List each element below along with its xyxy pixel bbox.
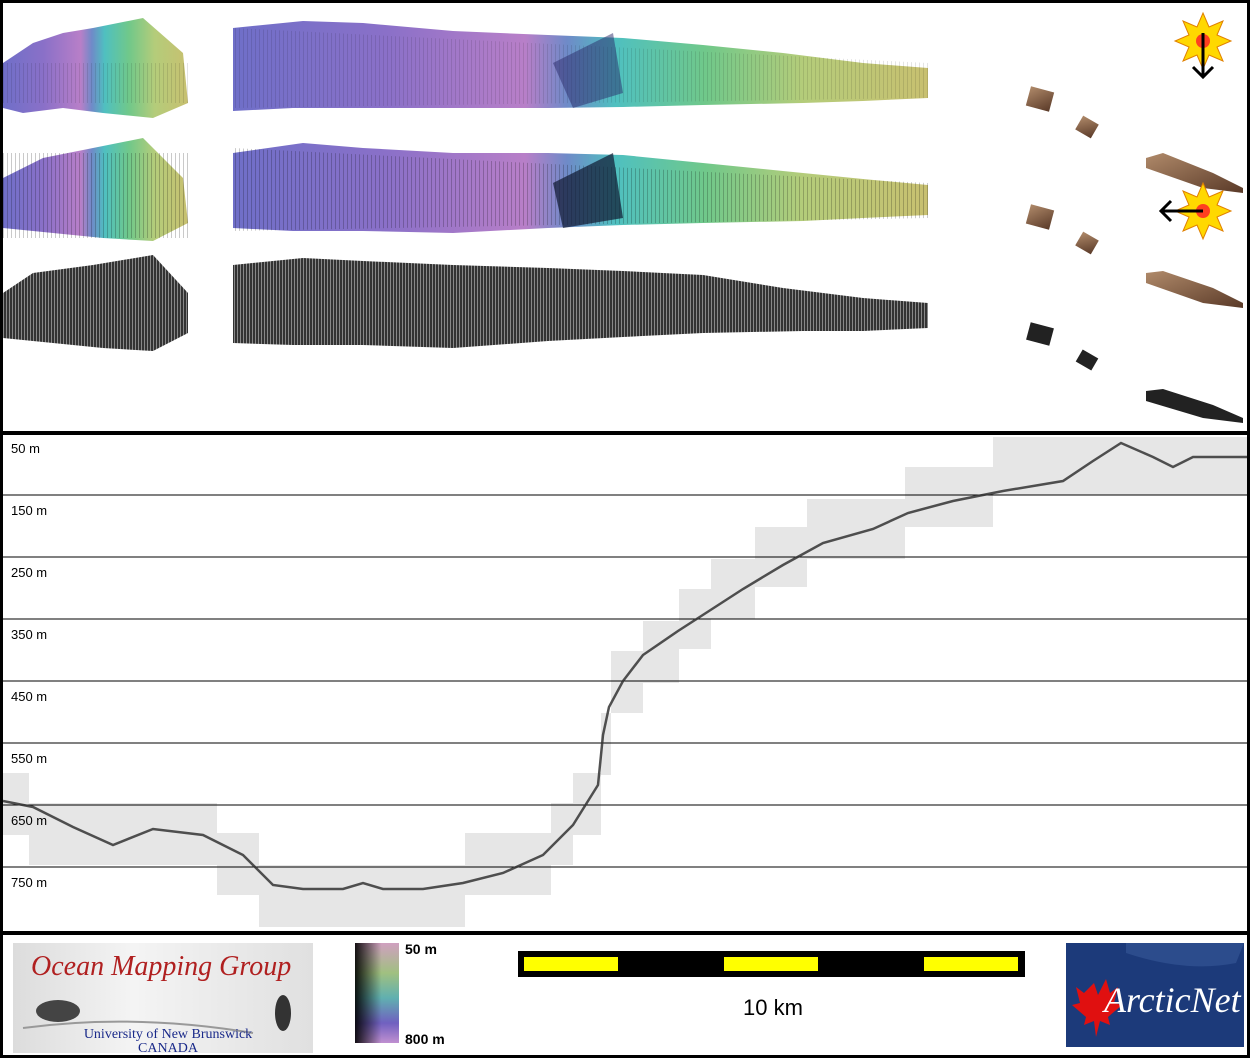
depth-profile-panel: 50 m 150 m 250 m 350 m 450 m 550 m 650 m… (0, 432, 1250, 934)
seabed-profile-line (3, 441, 1247, 891)
depth-label-650: 650 m (11, 813, 48, 828)
sonar-image-icon (22, 995, 291, 1034)
depth-label-150: 150 m (11, 503, 48, 518)
scale-segment-2 (724, 957, 818, 971)
depth-label-250: 250 m (11, 565, 48, 580)
maple-leaf-icon (1072, 943, 1244, 1037)
ocean-mapping-group-logo: Ocean Mapping Group University of New Br… (13, 943, 313, 1055)
depth-label-50: 50 m (11, 441, 40, 456)
profile-sections (3, 437, 1247, 927)
depth-gridlines (3, 494, 1247, 868)
depth-label-550: 550 m (11, 751, 48, 766)
depth-label-350: 350 m (11, 627, 48, 642)
partner-logo-text: ArcticNet (1104, 980, 1241, 1020)
survey-patches-right (1025, 86, 1243, 423)
colorbar-top-label: 50 m (405, 941, 437, 957)
org-university: University of New Brunswick (83, 1027, 253, 1042)
arcticnet-logo: ArcticNet (1066, 943, 1244, 1047)
strip-row-shaded (3, 18, 928, 118)
strip-row-swath (3, 138, 928, 241)
scale-bar (518, 951, 1025, 977)
depth-label-450: 450 m (11, 689, 48, 704)
bathymetry-map-panel (0, 0, 1250, 434)
sun-arrow-down-icon (1173, 11, 1233, 80)
org-country: CANADA (138, 1041, 198, 1056)
strip-row-backscatter (3, 255, 928, 351)
scale-segment-1 (524, 957, 618, 971)
org-name: Ocean Mapping Group (31, 951, 292, 982)
bathymetry-strips (3, 11, 1243, 423)
sun-arrow-left-icon (1158, 181, 1233, 241)
depth-label-750: 750 m (11, 875, 48, 890)
scale-bar-label: 10 km (743, 995, 803, 1020)
depth-colorbar (355, 943, 399, 1043)
colorbar-bottom-label: 800 m (405, 1031, 445, 1047)
legend-panel: Ocean Mapping Group University of New Br… (0, 932, 1250, 1058)
scale-segment-3 (924, 957, 1018, 971)
subbottom-profile (3, 437, 1247, 927)
